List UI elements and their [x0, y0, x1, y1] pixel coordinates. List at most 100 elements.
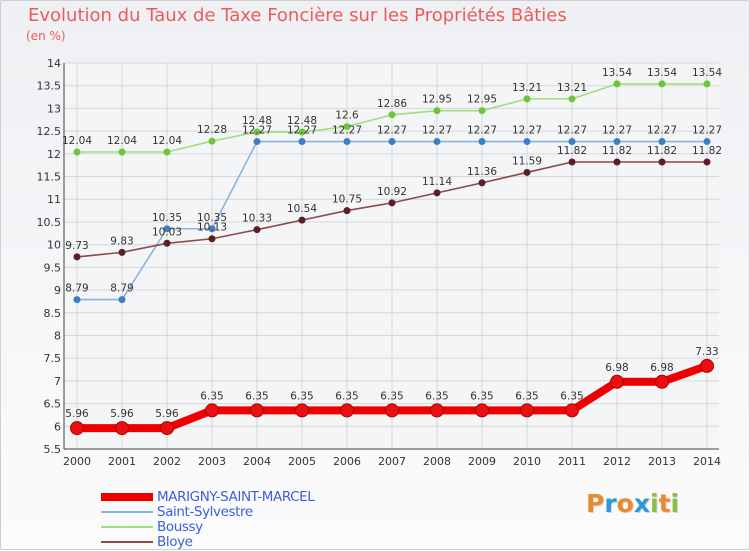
data-label: 11.82 — [692, 145, 722, 157]
data-point — [478, 138, 486, 146]
x-tick-label: 2011 — [558, 455, 586, 468]
y-tick-label: 5.5 — [44, 443, 62, 456]
data-label: 10.03 — [152, 226, 182, 238]
data-point — [295, 403, 309, 418]
data-point — [475, 403, 489, 418]
data-label: 6.35 — [335, 390, 358, 402]
logo-letter: t — [658, 489, 671, 518]
data-point — [658, 80, 666, 88]
logo-letter: x — [633, 489, 650, 518]
data-label: 13.21 — [557, 82, 587, 94]
logo-letter: i — [650, 489, 659, 518]
data-point — [70, 421, 84, 436]
data-point — [73, 296, 81, 304]
data-label: 12.27 — [467, 125, 497, 137]
data-label: 6.35 — [200, 390, 223, 402]
data-label: 9.83 — [110, 235, 133, 247]
data-label: 6.35 — [560, 390, 583, 402]
proxiti-logo: Proxiti — [586, 489, 679, 518]
data-label: 8.79 — [65, 283, 88, 295]
legend-swatch — [101, 540, 153, 543]
legend-swatch — [101, 525, 153, 528]
data-label: 12.27 — [422, 125, 452, 137]
data-point — [568, 95, 576, 103]
y-tick-label: 10 — [47, 239, 61, 252]
y-tick-label: 9.5 — [44, 261, 62, 274]
y-tick-label: 6.5 — [44, 398, 62, 411]
data-point — [343, 207, 351, 215]
data-label: 10.54 — [287, 203, 317, 215]
data-label: 12.48 — [287, 115, 317, 127]
data-label: 6.35 — [245, 390, 268, 402]
data-point — [250, 403, 264, 418]
data-label: 5.96 — [155, 408, 179, 420]
y-tick-label: 8 — [54, 329, 61, 342]
data-label: 9.73 — [65, 240, 88, 252]
data-point — [160, 421, 174, 436]
data-label: 6.35 — [380, 390, 403, 402]
x-tick-label: 2000 — [63, 455, 91, 468]
data-point — [703, 80, 711, 88]
y-tick-label: 13.5 — [37, 80, 62, 93]
legend-label: Boussy — [157, 518, 203, 535]
data-label: 12.6 — [335, 110, 359, 122]
data-label: 10.35 — [197, 212, 227, 224]
data-point — [253, 128, 261, 136]
data-label: 12.27 — [602, 125, 632, 137]
data-label: 13.21 — [512, 82, 542, 94]
x-tick-label: 2002 — [153, 455, 181, 468]
y-tick-label: 7 — [54, 375, 61, 388]
data-label: 12.27 — [647, 125, 677, 137]
data-point — [520, 403, 534, 418]
data-label: 12.48 — [242, 115, 272, 127]
data-label: 6.35 — [515, 390, 538, 402]
x-tick-label: 2007 — [378, 455, 406, 468]
data-label: 12.28 — [197, 124, 227, 136]
y-tick-label: 10.5 — [37, 216, 62, 229]
data-label: 11.59 — [512, 155, 542, 167]
data-label: 11.82 — [602, 145, 632, 157]
y-tick-label: 12 — [47, 148, 61, 161]
data-point — [343, 123, 351, 131]
data-label: 12.04 — [152, 135, 182, 147]
chart-title: Evolution du Taux de Taxe Foncière sur l… — [28, 5, 567, 26]
data-label: 10.75 — [332, 194, 362, 206]
data-point — [565, 403, 579, 418]
legend-label: MARIGNY-SAINT-MARCEL — [157, 488, 315, 505]
legend-label: Bloye — [157, 533, 193, 550]
legend-item: Boussy — [101, 518, 314, 535]
x-tick-label: 2003 — [198, 455, 226, 468]
y-tick-label: 11.5 — [37, 171, 62, 184]
legend-swatch — [101, 510, 153, 513]
data-label: 6.98 — [650, 362, 673, 374]
data-point — [73, 148, 81, 156]
data-point — [253, 138, 261, 146]
x-tick-label: 2001 — [108, 455, 136, 468]
data-point — [163, 225, 171, 233]
data-point — [253, 226, 261, 234]
data-label: 12.27 — [287, 125, 317, 137]
data-point — [388, 199, 396, 207]
data-point — [610, 374, 624, 389]
data-point — [208, 235, 216, 243]
data-label: 10.92 — [377, 186, 407, 198]
data-label: 12.27 — [242, 125, 272, 137]
data-label: 13.54 — [602, 67, 632, 79]
data-point — [298, 138, 306, 146]
x-tick-label: 2014 — [693, 455, 721, 468]
data-point — [163, 239, 171, 247]
data-label: 6.35 — [290, 390, 313, 402]
data-label: 11.82 — [647, 145, 677, 157]
data-label: 13.54 — [647, 67, 677, 79]
data-point — [385, 403, 399, 418]
data-point — [118, 296, 126, 304]
data-point — [568, 158, 576, 166]
data-label: 12.04 — [107, 135, 137, 147]
y-tick-label: 7.5 — [44, 352, 62, 365]
data-label: 13.54 — [692, 67, 722, 79]
data-point — [655, 374, 669, 389]
data-point — [700, 358, 714, 373]
data-point — [658, 158, 666, 166]
data-point — [205, 403, 219, 418]
